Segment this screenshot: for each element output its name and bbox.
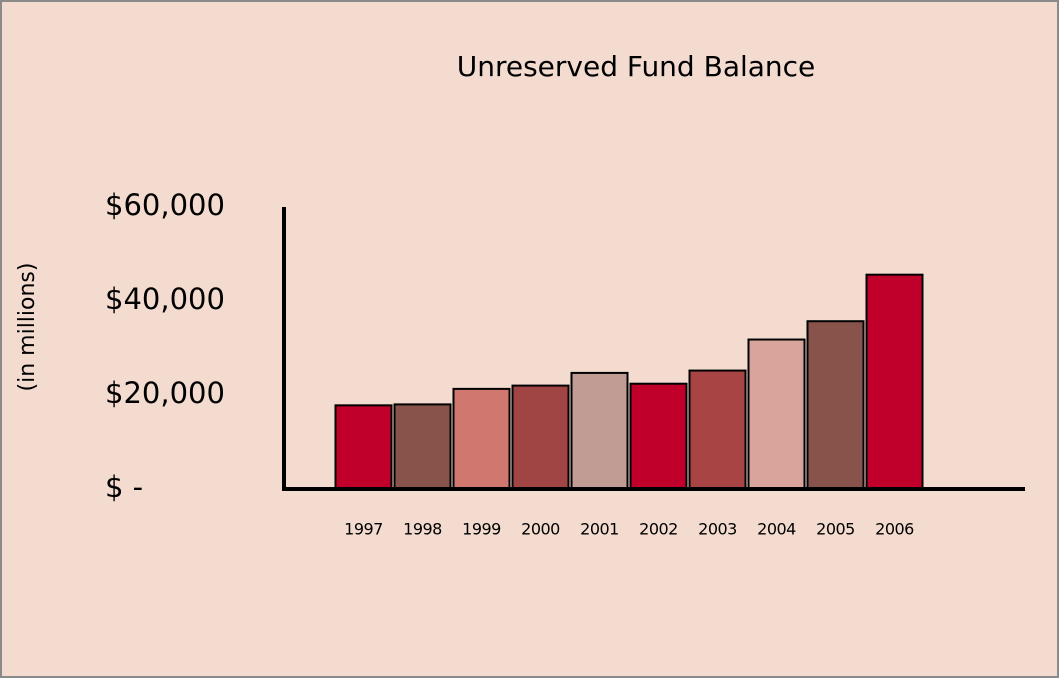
x-tick-label: 2000 bbox=[521, 520, 560, 539]
chart-title: Unreserved Fund Balance bbox=[457, 50, 816, 83]
x-tick-label: 2005 bbox=[816, 520, 855, 539]
bar bbox=[511, 384, 570, 491]
bar bbox=[747, 338, 806, 491]
y-axis-label: (in millions) bbox=[15, 263, 40, 392]
bar bbox=[393, 403, 452, 490]
x-tick-label: 1997 bbox=[344, 520, 383, 539]
bar bbox=[865, 273, 924, 490]
x-tick-label: 1999 bbox=[462, 520, 501, 539]
y-tick-label: $20,000 bbox=[105, 376, 225, 410]
bar bbox=[570, 371, 629, 490]
y-tick-label: $ - bbox=[105, 470, 143, 504]
bar bbox=[452, 387, 511, 491]
bar bbox=[688, 369, 747, 490]
bar bbox=[629, 382, 688, 490]
y-tick-label: $60,000 bbox=[105, 188, 225, 222]
x-tick-label: 2004 bbox=[757, 520, 796, 539]
bar bbox=[806, 320, 865, 490]
x-tick-label: 2001 bbox=[580, 520, 619, 539]
bar bbox=[334, 404, 393, 490]
y-tick-label: $40,000 bbox=[105, 282, 225, 316]
x-tick-label: 2006 bbox=[875, 520, 914, 539]
x-tick-label: 2003 bbox=[698, 520, 737, 539]
x-tick-label: 2002 bbox=[639, 520, 678, 539]
x-tick-label: 1998 bbox=[403, 520, 442, 539]
